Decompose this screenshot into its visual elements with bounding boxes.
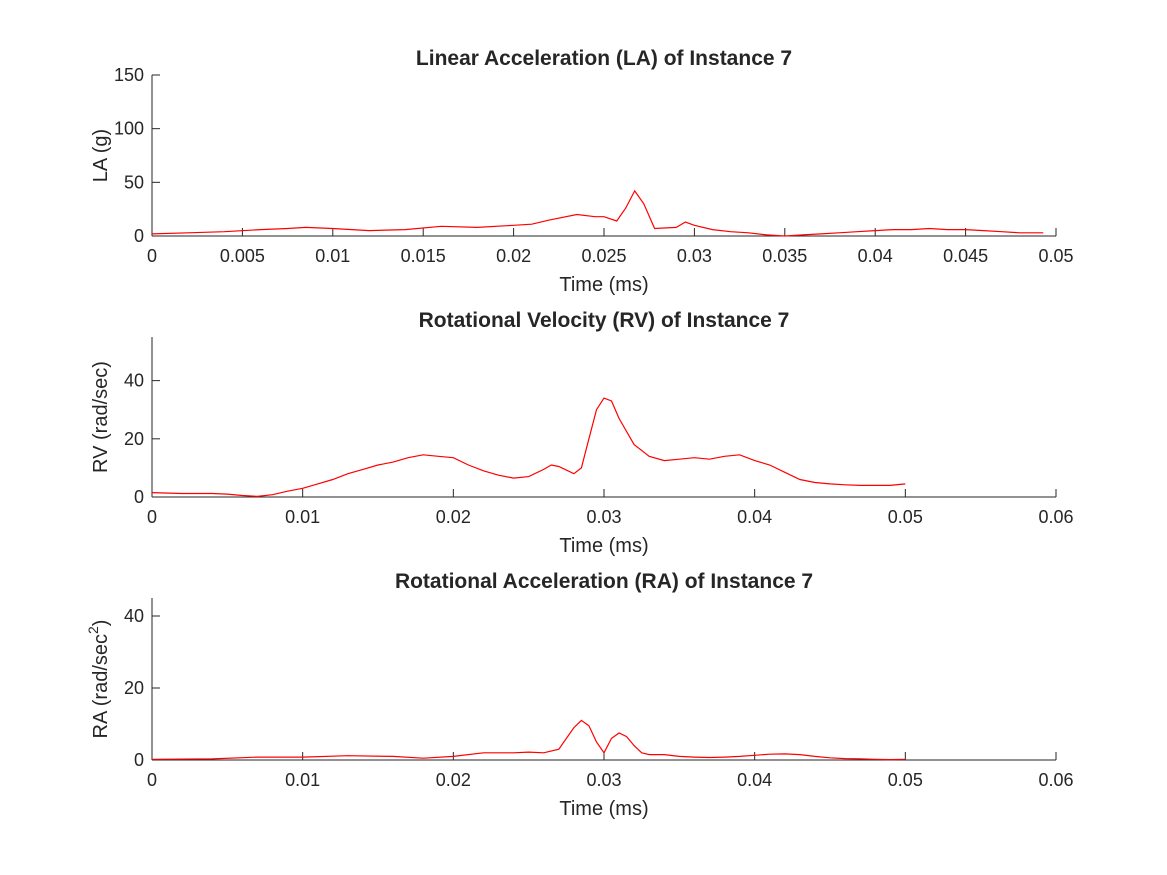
y-axis-label: RV (rad/sec): [90, 361, 112, 473]
chart-title: Rotational Acceleration (RA) of Instance…: [395, 570, 813, 593]
chart-panel-2: Rotational Velocity (RV) of Instance 70 0…: [90, 309, 1074, 557]
x-axis-label: Time (ms): [559, 798, 648, 820]
y-tick-label: 150: [114, 65, 144, 85]
x-tick-label: 0.02: [496, 246, 531, 266]
chart-panel-3: Rotational Acceleration (RA) of Instance…: [85, 570, 1074, 820]
y-axis-label-text: LA (g): [90, 129, 112, 182]
chart-panel-1: Linear Acceleration (LA) of Instance 70 0…: [90, 47, 1074, 296]
x-tick-label: 0.03: [586, 507, 621, 527]
series-line-1: [151, 719, 906, 761]
y-tick-label: 50: [124, 172, 144, 192]
y-axis-label-suffix: ): [90, 620, 112, 627]
x-tick-label: 0.05: [888, 507, 923, 527]
y-axis-label-text: RA (rad/sec: [90, 634, 112, 738]
x-tick-label: 0.04: [737, 507, 772, 527]
x-tick-label: 0.01: [285, 507, 320, 527]
x-tick-label: 0.02: [436, 507, 471, 527]
y-tick-label: 0: [134, 750, 144, 770]
x-tick-label: 0.025: [581, 246, 626, 266]
y-axis-label-text: RV (rad/sec): [90, 361, 112, 473]
series-line-1: [151, 397, 906, 498]
x-tick-label: 0.03: [586, 770, 621, 790]
x-tick-label: 0.045: [943, 246, 988, 266]
y-axis-label: LA (g): [90, 129, 112, 182]
series-line-1: [151, 189, 1044, 237]
y-tick-label: 20: [124, 429, 144, 449]
x-tick-label: 0.06: [1038, 507, 1073, 527]
y-tick-label: 0: [134, 487, 144, 507]
x-tick-label: 0.04: [737, 770, 772, 790]
x-tick-label: 0.02: [436, 770, 471, 790]
x-tick-label: 0.01: [315, 246, 350, 266]
y-tick-label: 40: [124, 606, 144, 626]
x-axis-label: Time (ms): [559, 274, 648, 296]
x-tick-label: 0.06: [1038, 770, 1073, 790]
x-tick-label: 0.015: [401, 246, 446, 266]
chart-title: Linear Acceleration (LA) of Instance 7: [416, 47, 792, 70]
y-axis-label-superscript: 2: [85, 626, 101, 634]
x-tick-label: 0.035: [762, 246, 807, 266]
y-tick-label: 100: [114, 119, 144, 139]
x-axis-label: Time (ms): [559, 535, 648, 557]
y-tick-label: 0: [134, 226, 144, 246]
x-tick-label: 0.05: [888, 770, 923, 790]
x-tick-label: 0: [147, 246, 157, 266]
x-tick-label: 0: [147, 507, 157, 527]
x-tick-label: 0.005: [220, 246, 265, 266]
y-tick-label: 40: [124, 371, 144, 391]
y-tick-label: 20: [124, 678, 144, 698]
y-axis-label: RA (rad/sec2): [85, 620, 112, 739]
x-tick-label: 0.01: [285, 770, 320, 790]
x-tick-label: 0.03: [677, 246, 712, 266]
x-tick-label: 0.04: [858, 246, 893, 266]
chart-title: Rotational Velocity (RV) of Instance 7: [419, 309, 790, 332]
x-tick-label: 0: [147, 770, 157, 790]
x-tick-label: 0.05: [1038, 246, 1073, 266]
